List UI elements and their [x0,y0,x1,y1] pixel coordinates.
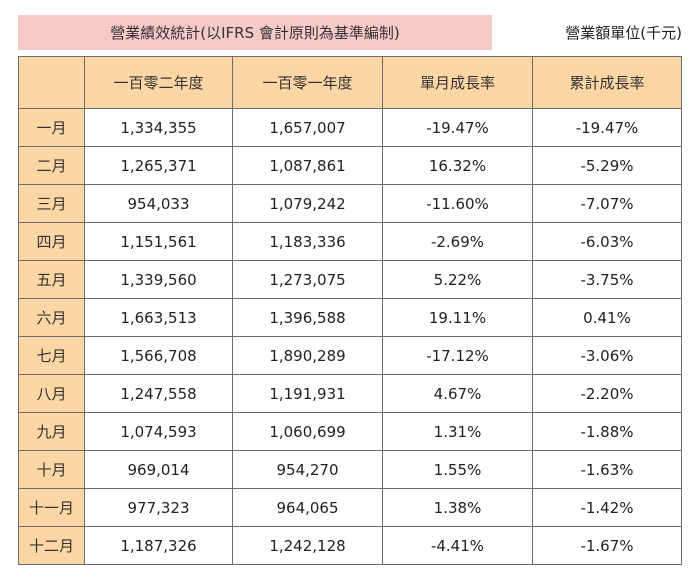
revenue-102-cell: 1,663,513 [84,298,233,337]
revenue-101-cell: 1,079,242 [232,184,383,223]
revenue-101-cell: 1,242,128 [232,526,383,565]
table-row: 十月 969,014 954,270 1.55% -1.63% [18,450,682,489]
cumulative-growth-cell: -1.63% [532,450,682,489]
revenue-102-cell: 1,074,593 [84,412,233,451]
monthly-growth-cell: -11.60% [382,184,533,223]
month-cell: 十月 [18,450,85,489]
monthly-growth-cell: -2.69% [382,222,533,261]
table-header-row: 一百零二年度 一百零一年度 單月成長率 累計成長率 [18,56,682,109]
monthly-growth-cell: -17.12% [382,336,533,375]
table-row: 九月 1,074,593 1,060,699 1.31% -1.88% [18,412,682,451]
month-cell: 四月 [18,222,85,261]
table-row: 二月 1,265,371 1,087,861 16.32% -5.29% [18,146,682,185]
table-row: 七月 1,566,708 1,890,289 -17.12% -3.06% [18,336,682,375]
cumulative-growth-cell: -1.42% [532,488,682,527]
cumulative-growth-cell: -1.67% [532,526,682,565]
table-row: 四月 1,151,561 1,183,336 -2.69% -6.03% [18,222,682,261]
revenue-101-cell: 1,396,588 [232,298,383,337]
month-cell: 三月 [18,184,85,223]
column-header-cumulative-growth: 累計成長率 [532,56,682,109]
monthly-growth-cell: 4.67% [382,374,533,413]
cumulative-growth-cell: -7.07% [532,184,682,223]
unit-label: 營業額單位(千元) [565,24,682,42]
revenue-102-cell: 1,334,355 [84,108,233,147]
revenue-101-cell: 954,270 [232,450,383,489]
report-title-banner: 營業績效統計(以IFRS 會計原則為基準編制) [18,15,492,50]
revenue-101-cell: 1,183,336 [232,222,383,261]
revenue-102-cell: 969,014 [84,450,233,489]
month-cell: 十一月 [18,488,85,527]
table-row: 一月 1,334,355 1,657,007 -19.47% -19.47% [18,108,682,147]
cumulative-growth-cell: -1.88% [532,412,682,451]
table-row: 五月 1,339,560 1,273,075 5.22% -3.75% [18,260,682,299]
table-row: 十二月 1,187,326 1,242,128 -4.41% -1.67% [18,526,682,565]
cumulative-growth-cell: 0.41% [532,298,682,337]
column-header-year-102: 一百零二年度 [84,56,233,109]
revenue-101-cell: 1,191,931 [232,374,383,413]
cumulative-growth-cell: -5.29% [532,146,682,185]
month-cell: 二月 [18,146,85,185]
month-cell: 五月 [18,260,85,299]
revenue-101-cell: 1,087,861 [232,146,383,185]
table-row: 六月 1,663,513 1,396,588 19.11% 0.41% [18,298,682,337]
revenue-102-cell: 1,566,708 [84,336,233,375]
revenue-102-cell: 1,247,558 [84,374,233,413]
column-header-year-101: 一百零一年度 [232,56,383,109]
column-header-monthly-growth: 單月成長率 [382,56,533,109]
month-cell: 九月 [18,412,85,451]
revenue-102-cell: 1,265,371 [84,146,233,185]
revenue-102-cell: 1,339,560 [84,260,233,299]
cumulative-growth-cell: -3.06% [532,336,682,375]
monthly-growth-cell: 16.32% [382,146,533,185]
table-row: 三月 954,033 1,079,242 -11.60% -7.07% [18,184,682,223]
month-cell: 十二月 [18,526,85,565]
cumulative-growth-cell: -19.47% [532,108,682,147]
monthly-growth-cell: -19.47% [382,108,533,147]
cumulative-growth-cell: -6.03% [532,222,682,261]
month-cell: 一月 [18,108,85,147]
revenue-101-cell: 1,657,007 [232,108,383,147]
month-cell: 七月 [18,336,85,375]
revenue-101-cell: 1,060,699 [232,412,383,451]
revenue-table: 一百零二年度 一百零一年度 單月成長率 累計成長率 一月 1,334,355 1,6… [18,56,682,565]
cumulative-growth-cell: -3.75% [532,260,682,299]
revenue-101-cell: 1,273,075 [232,260,383,299]
monthly-growth-cell: -4.41% [382,526,533,565]
monthly-growth-cell: 1.31% [382,412,533,451]
column-header-month [18,56,85,109]
month-cell: 八月 [18,374,85,413]
report-title: 營業績效統計(以IFRS 會計原則為基準編制) [110,24,400,42]
revenue-102-cell: 1,151,561 [84,222,233,261]
monthly-growth-cell: 19.11% [382,298,533,337]
monthly-growth-cell: 1.38% [382,488,533,527]
table-row: 十一月 977,323 964,065 1.38% -1.42% [18,488,682,527]
table-body: 一月 1,334,355 1,657,007 -19.47% -19.47% 二月 1,26… [18,108,682,565]
monthly-growth-cell: 5.22% [382,260,533,299]
revenue-102-cell: 954,033 [84,184,233,223]
revenue-102-cell: 977,323 [84,488,233,527]
revenue-101-cell: 1,890,289 [232,336,383,375]
month-cell: 六月 [18,298,85,337]
revenue-102-cell: 1,187,326 [84,526,233,565]
monthly-growth-cell: 1.55% [382,450,533,489]
table-row: 八月 1,247,558 1,191,931 4.67% -2.20% [18,374,682,413]
revenue-101-cell: 964,065 [232,488,383,527]
cumulative-growth-cell: -2.20% [532,374,682,413]
